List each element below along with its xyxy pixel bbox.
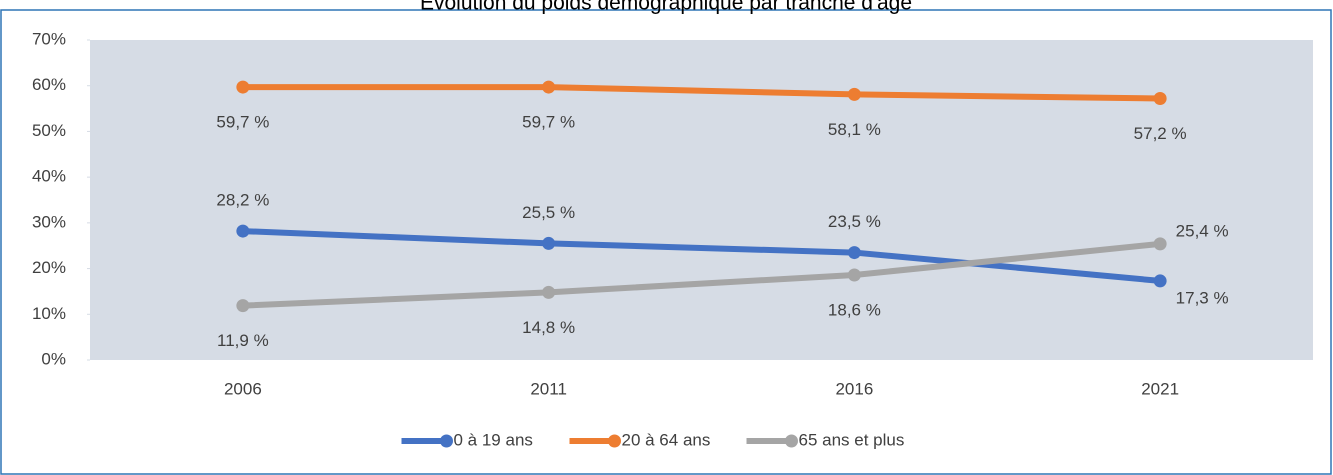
line-series [242, 240, 1161, 309]
legend-marker [440, 434, 453, 448]
y-tick-label: 0% [41, 349, 66, 368]
y-tick-label: 10% [32, 304, 66, 323]
y-tick-label: 70% [32, 29, 66, 48]
x-tick-label: 2006 [224, 379, 262, 398]
x-tick-label: 2021 [1141, 379, 1179, 398]
line-series [242, 228, 1161, 284]
point [542, 80, 556, 94]
data-label: 17,3 % [1176, 288, 1229, 307]
data-label: 18,6 % [828, 300, 881, 319]
legend-label: 65 ans et plus [799, 430, 905, 449]
data-label: 14,8 % [522, 318, 575, 337]
data-label: 23,5 % [828, 212, 881, 231]
x-tick-label: 2016 [835, 379, 873, 398]
data-label: 25,5 % [522, 203, 575, 222]
point [236, 299, 250, 313]
point [1153, 274, 1167, 288]
point [542, 236, 556, 250]
data-label: 58,1 % [828, 120, 881, 139]
legend-label: 20 à 64 ans [622, 430, 711, 449]
legend-marker [608, 434, 621, 448]
chart-title: Évolution du poids démographique par tra… [420, 0, 912, 15]
data-label: 59,7 % [522, 113, 575, 132]
point [847, 87, 861, 101]
legend-marker [785, 434, 798, 448]
y-tick-label: 30% [32, 212, 66, 231]
line-series [242, 84, 1161, 102]
point [847, 268, 861, 282]
data-label: 11,9 % [217, 331, 269, 350]
legend-label: 0 à 19 ans [454, 430, 533, 449]
y-tick-label: 60% [32, 75, 66, 94]
point [236, 224, 250, 238]
point [847, 246, 861, 260]
data-label: 59,7 % [216, 113, 269, 132]
y-tick-label: 40% [32, 167, 66, 186]
y-tick-label: 20% [32, 258, 66, 277]
y-tick-label: 50% [32, 121, 66, 140]
x-tick-label: 2011 [530, 379, 567, 398]
point [542, 285, 556, 299]
data-label: 25,4 % [1176, 221, 1229, 240]
data-label: 57,2 % [1134, 124, 1187, 143]
point [1153, 92, 1167, 106]
point [236, 80, 250, 94]
data-label: 28,2 % [216, 191, 269, 210]
point [1153, 237, 1167, 251]
